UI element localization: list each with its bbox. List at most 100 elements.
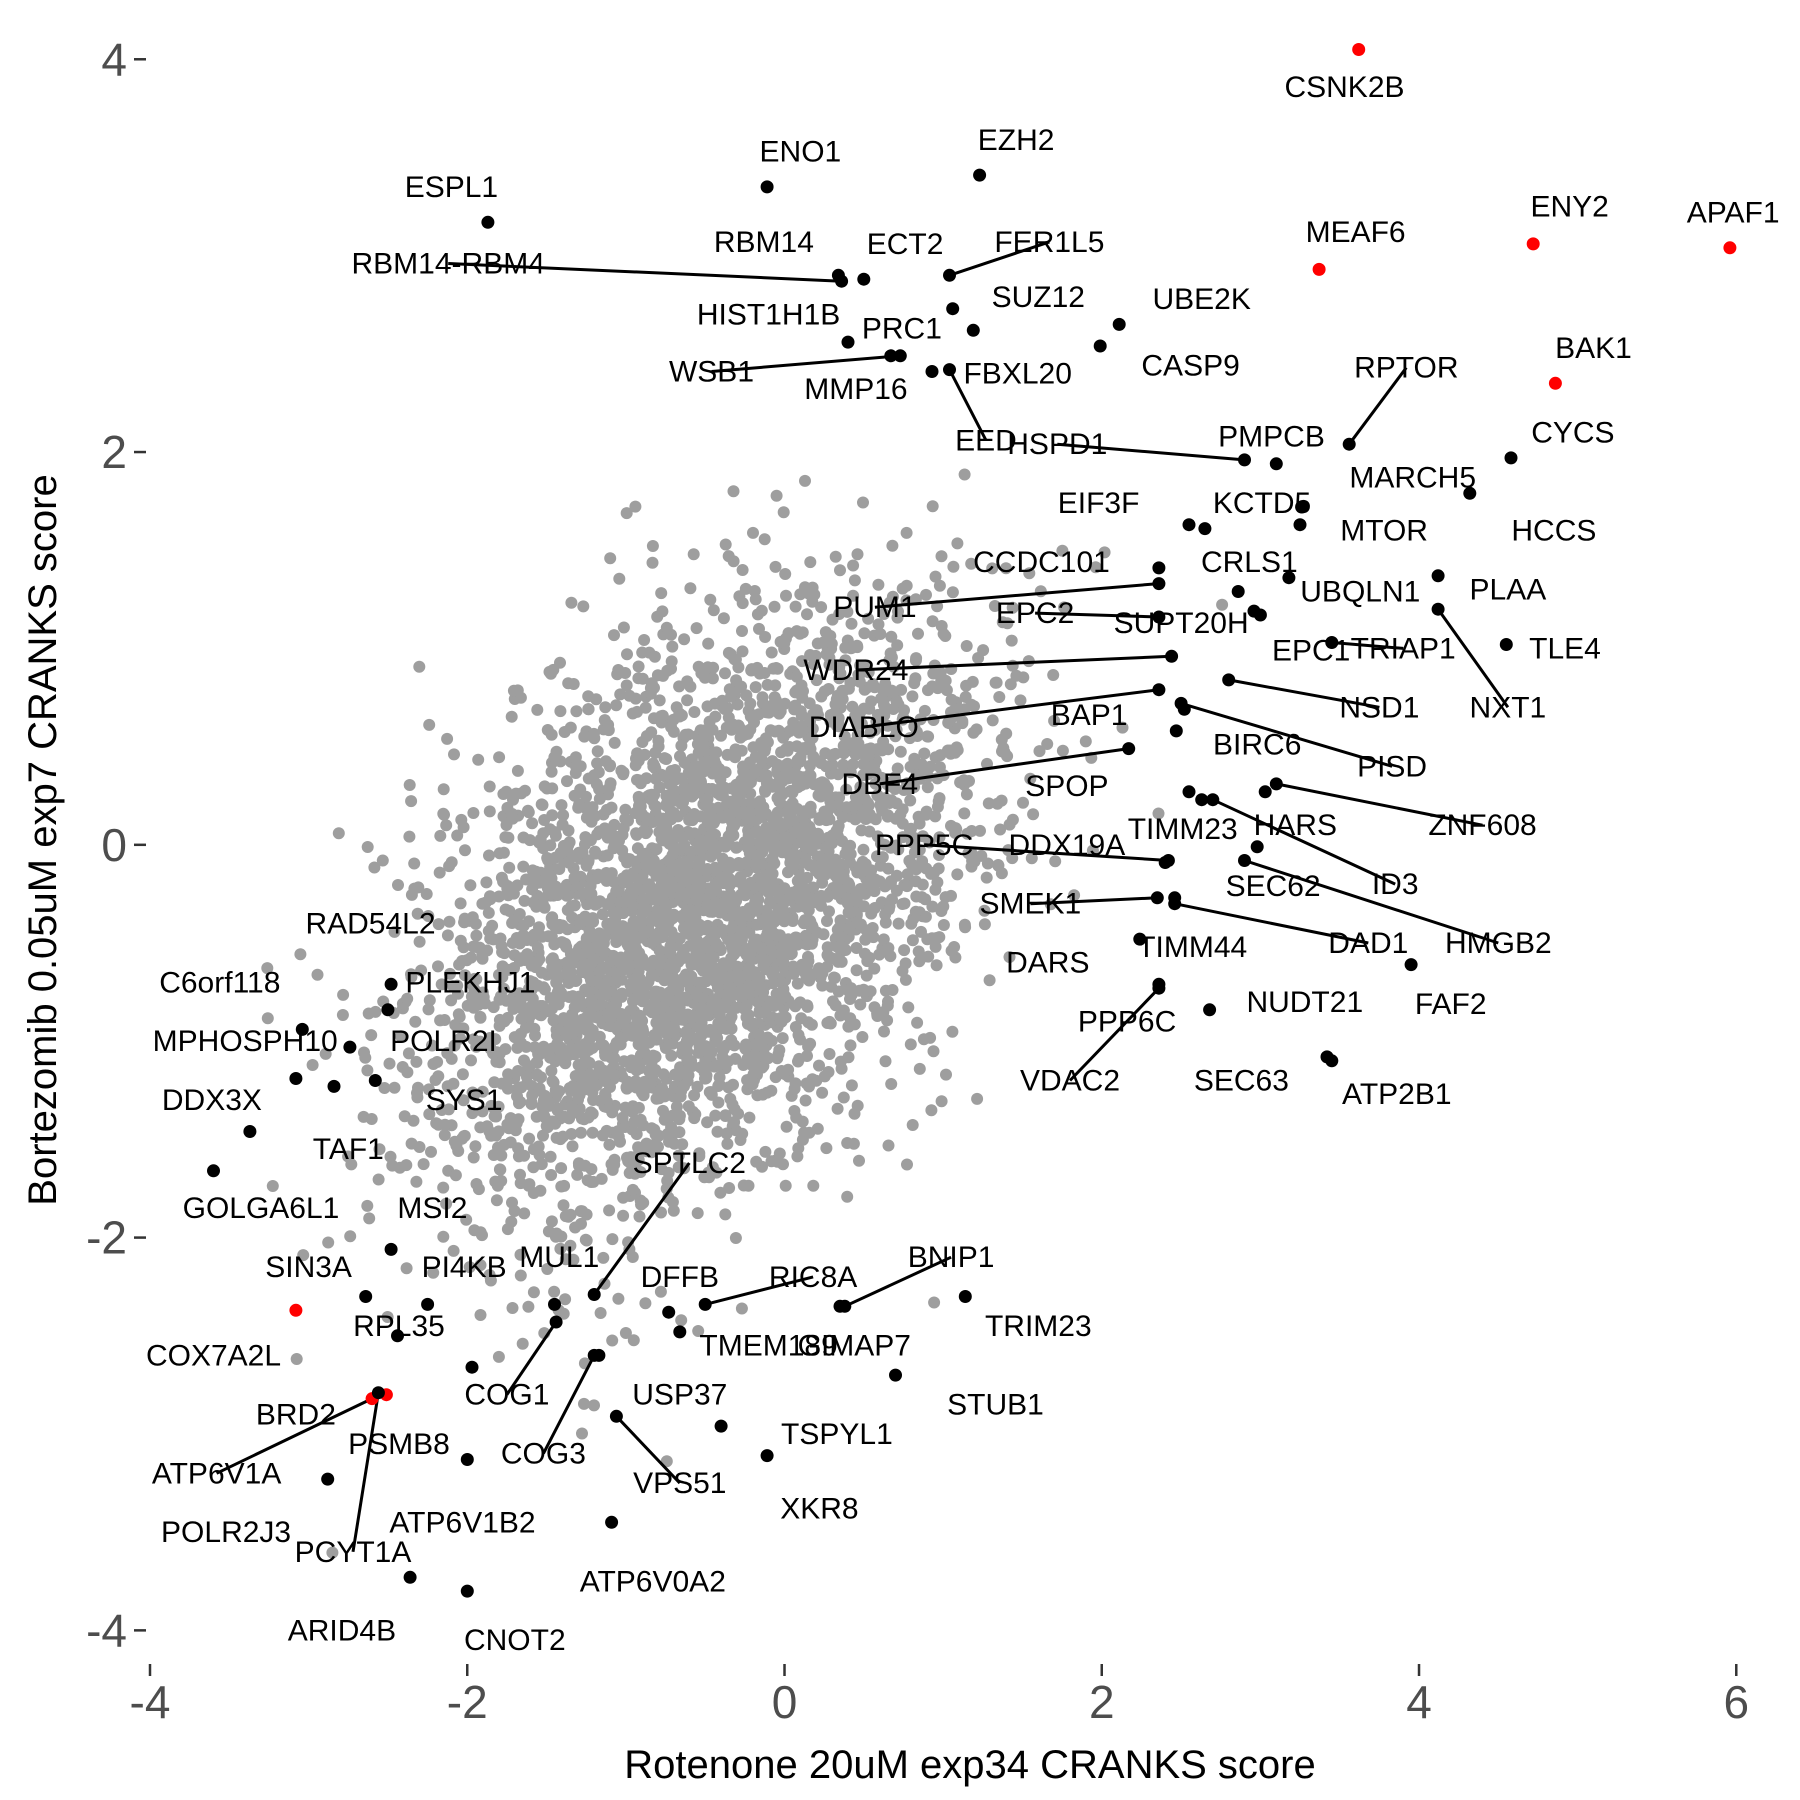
background-point — [463, 1261, 476, 1274]
background-point — [926, 900, 939, 913]
data-point — [1198, 522, 1212, 536]
background-point — [851, 548, 864, 561]
background-point — [444, 967, 456, 980]
background-point — [501, 1082, 514, 1095]
background-point — [384, 1150, 397, 1163]
data-point — [1342, 437, 1356, 451]
background-point — [583, 925, 596, 938]
background-point — [898, 897, 911, 910]
data-point — [1182, 785, 1196, 799]
background-point — [465, 1054, 477, 1067]
background-point — [688, 1089, 701, 1102]
background-point — [545, 1169, 558, 1181]
background-point — [722, 550, 735, 563]
point-label: HARS — [1254, 809, 1337, 842]
background-point — [531, 955, 544, 968]
data-point — [1203, 1003, 1217, 1017]
background-point — [579, 1054, 592, 1066]
data-point — [384, 977, 398, 991]
background-point — [689, 911, 702, 924]
background-point — [851, 639, 864, 652]
data-point — [207, 1164, 220, 1178]
background-point — [821, 781, 834, 794]
background-point — [376, 854, 389, 867]
background-point — [949, 822, 962, 835]
background-point — [484, 890, 496, 903]
data-point — [1158, 856, 1172, 869]
background-point — [489, 1033, 502, 1046]
background-point — [383, 1057, 396, 1070]
background-point — [737, 729, 750, 742]
background-point — [675, 1013, 688, 1026]
background-point — [775, 699, 788, 712]
background-point — [555, 1050, 567, 1063]
background-point — [884, 647, 897, 660]
background-point — [481, 944, 494, 957]
background-point — [544, 1051, 557, 1064]
background-point — [629, 759, 642, 772]
background-point — [1056, 544, 1069, 557]
data-point — [833, 1299, 847, 1313]
background-point — [650, 869, 663, 882]
background-point — [616, 828, 629, 841]
background-point — [791, 754, 804, 767]
background-point — [935, 905, 948, 917]
background-point — [632, 672, 645, 685]
background-point — [890, 695, 903, 708]
background-point — [426, 1039, 438, 1052]
background-point — [467, 1151, 480, 1164]
background-point — [874, 628, 887, 640]
background-point — [807, 881, 820, 894]
point-label: SPOP — [1025, 770, 1108, 803]
background-point — [556, 990, 568, 1003]
background-point — [745, 664, 758, 677]
background-point — [632, 1101, 645, 1114]
background-point — [588, 769, 601, 782]
background-point — [501, 1223, 514, 1236]
background-point — [459, 969, 471, 982]
background-point — [527, 1187, 540, 1199]
background-point — [588, 1399, 600, 1412]
background-point — [958, 807, 971, 820]
data-point — [243, 1125, 257, 1138]
background-point — [826, 837, 838, 850]
background-point — [474, 1011, 487, 1024]
data-point — [1122, 742, 1136, 756]
background-point — [593, 1065, 606, 1078]
background-point — [918, 747, 931, 760]
background-point — [438, 1129, 451, 1142]
background-point — [731, 960, 744, 973]
background-point — [658, 974, 671, 987]
background-point — [514, 1168, 526, 1181]
background-point — [1048, 714, 1061, 727]
background-point — [913, 1062, 926, 1075]
background-point — [823, 905, 835, 918]
background-point — [381, 1311, 394, 1323]
background-point — [691, 989, 704, 1002]
background-point — [900, 526, 913, 539]
background-point — [644, 1078, 657, 1090]
background-point — [854, 998, 867, 1011]
background-point — [769, 1071, 782, 1084]
background-point — [363, 1212, 376, 1225]
background-point — [750, 918, 763, 931]
background-point — [605, 922, 618, 935]
background-point — [565, 596, 578, 609]
background-point — [757, 958, 770, 971]
point-label: SEC62 — [1226, 870, 1321, 903]
background-point — [474, 1121, 487, 1134]
background-point — [712, 1059, 725, 1072]
data-point — [1499, 638, 1513, 651]
background-point — [759, 631, 772, 643]
x-tick-label: 4 — [1406, 1676, 1432, 1728]
background-point — [789, 600, 802, 613]
background-point — [578, 730, 591, 743]
background-point — [378, 1082, 391, 1094]
background-point — [555, 1162, 568, 1175]
background-point — [408, 857, 421, 870]
background-point — [750, 849, 763, 862]
background-point — [690, 622, 703, 635]
background-point — [740, 880, 753, 893]
background-point — [729, 1052, 742, 1065]
